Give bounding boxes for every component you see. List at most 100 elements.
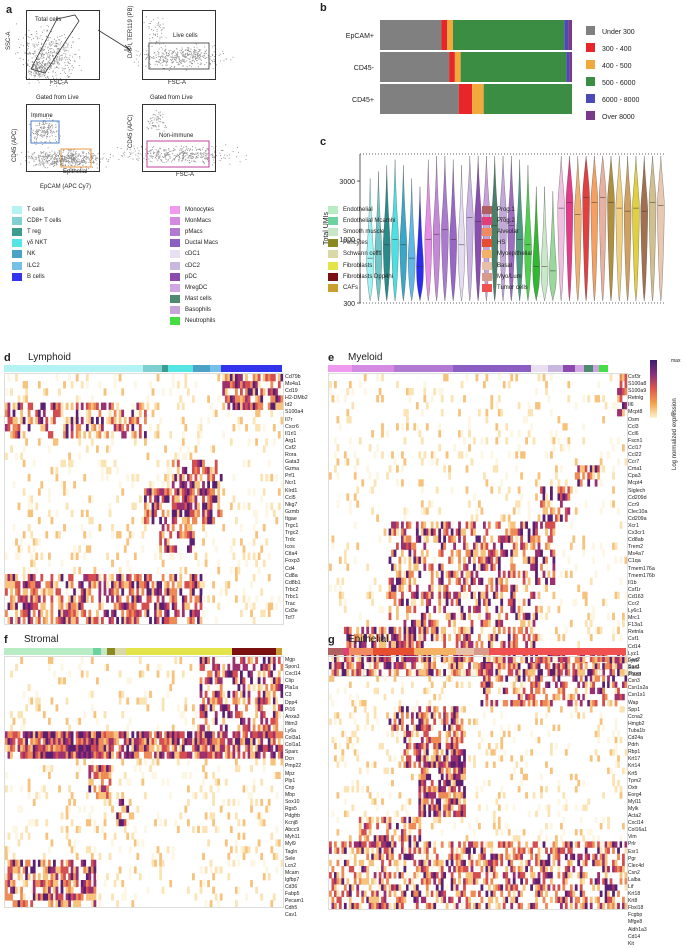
legend-item: T reg [12,226,61,237]
legend-item: pMacs [170,226,218,237]
gene-label: Tpm2 [628,778,648,785]
cluster-segment [143,365,162,372]
gene-label: Pecam1 [285,898,304,905]
gene-label: Eorg4 [628,792,648,799]
gate-label-epithelial: Epithelial [63,169,87,175]
legend-label: Schwann cells [343,251,381,257]
panel-g-heatmap [328,656,628,910]
violin-shape [616,156,623,301]
panel-f-letter: f [4,634,8,646]
facs-plot-live-cells: Live cells [142,10,216,80]
violin-shape [458,165,465,301]
gene-label: Ifitm3 [285,721,304,728]
legend-swatch [586,26,595,35]
violin-shape [591,156,598,301]
legend-item: Ductal Macs [170,238,218,249]
legend-label: HS [497,240,505,246]
gene-label: Col3a1 [285,735,304,742]
violin-shape [533,187,540,301]
legend-label: pDC [185,274,197,280]
gene-label: Cd8a [285,573,308,580]
gene-label: Kit [628,941,648,948]
gene-label: Ccl17 [628,445,655,452]
legend-item: B cells [12,271,61,282]
legend-label: NK [27,251,35,257]
gene-label: Pdrh [628,742,648,749]
plot4-ylabel: CD45 (APC) [128,115,134,148]
gene-label: Mcpt4 [628,480,655,487]
legend-label: Monocytes [185,207,214,213]
gene-label: Clec10a [628,509,655,516]
gene-label: Cd24a [628,735,648,742]
facs-plot-non-immune: Non-immune [142,104,216,172]
gene-label: Tcf7 [285,615,308,622]
legend-label: T reg [27,229,41,235]
gene-label: Pdgfrb [285,813,304,820]
gene-label: Myh11 [285,834,304,841]
cluster-segment [276,648,282,655]
legend-item: Fibroblasts Dpp4hi [328,271,395,282]
legend-swatch [328,228,338,236]
gene-label: Xcr1 [628,523,655,530]
gene-label: Ccl5 [285,495,308,502]
gene-label: Il1b [628,580,655,587]
violin-shape [657,156,664,301]
violin-shape [574,156,581,301]
gene-label: Trac [285,601,308,608]
gene-label: Csn1s2a [628,685,648,692]
legend-swatch [170,206,180,214]
panel-f-cluster-strip [4,648,282,655]
legend-swatch [170,273,180,281]
gene-label: Mbp [285,792,304,799]
legend-item: T cells [12,204,61,215]
legend-label: 300 - 400 [602,46,632,53]
legend-swatch [328,262,338,270]
gene-label: Csf1 [628,636,655,643]
legend-label: T cells [27,207,44,213]
gene-label: Mgp [285,657,304,664]
cluster-segment [328,648,343,655]
legend-item: MregDC [170,282,218,293]
gene-label: Ly6c1 [628,608,655,615]
gene-label: C1qa [628,558,655,565]
panel-g-cluster-strip [328,648,626,655]
gene-label: Clec4d [628,863,648,870]
violin-shape [608,156,615,301]
gene-label: Arg1 [285,438,308,445]
gene-label: Cd209d [628,495,655,502]
gene-label: Dcn [285,756,304,763]
gene-label: Krt14 [628,763,648,770]
gene-label: Csf2 [285,445,308,452]
gene-label: Igfbp7 [285,877,304,884]
gene-label: Tmem176a [628,566,655,573]
legend-swatch [482,250,492,258]
gene-label: Abcc9 [285,827,304,834]
legend-label: cDC2 [185,263,200,269]
violin-shape [599,156,606,301]
legend-label: γδ NKT [27,240,47,246]
cluster-segment [489,648,626,655]
legend-label: ILC2 [27,263,40,269]
gene-label: Ccl3 [628,424,655,431]
gene-label: Prf1 [285,473,308,480]
gene-label: Ly6a [285,728,304,735]
plot3-ylabel: CD45 (APC) [12,129,18,162]
gene-label: Nkg7 [285,502,308,509]
legend-item: cDC2 [170,260,218,271]
legend-label: Pericytes [343,240,368,246]
gene-label: Ms4a7 [628,551,655,558]
legend-label: Alveolar [497,229,519,235]
y-tick-label: 3000 [339,179,355,186]
legend-swatch [586,94,595,103]
legend-item: HS [482,238,532,249]
gene-label: Cma1 [628,466,655,473]
legend-label: Under 300 [602,29,635,36]
legend-swatch [170,284,180,292]
gene-label: Aldh1a3 [628,927,648,934]
legend-swatch [482,217,492,225]
gene-label: Tagln [285,849,304,856]
cluster-segment [456,648,474,655]
